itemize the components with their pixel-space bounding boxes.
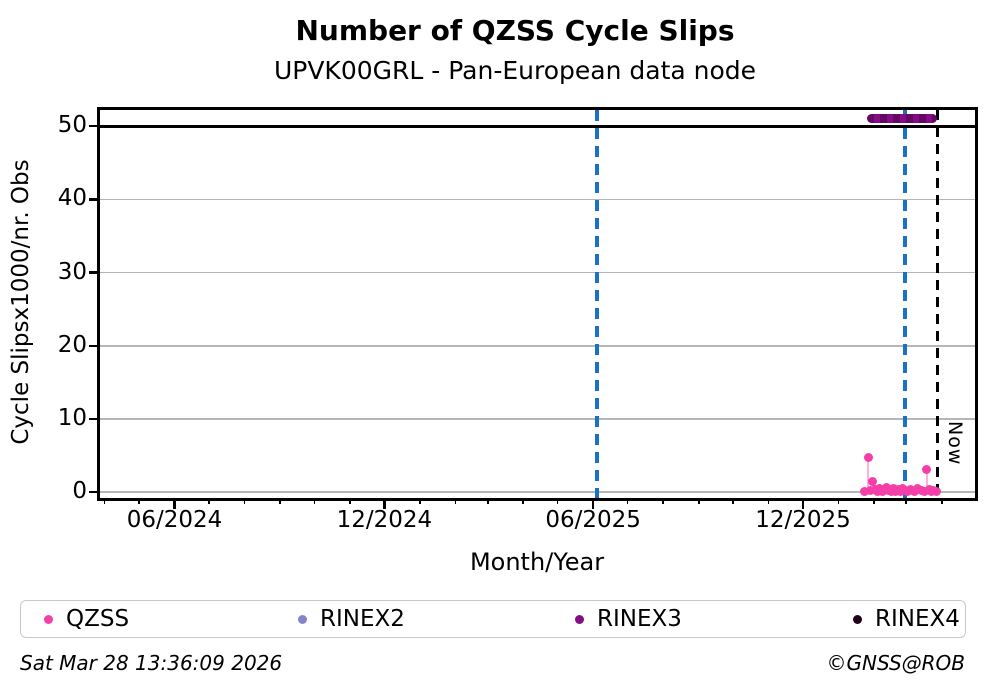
- y-tick: [89, 124, 100, 128]
- qzss-point: [860, 486, 870, 496]
- x-tick-minor: [837, 498, 840, 504]
- copyright: ©GNSS@ROB: [826, 651, 966, 675]
- x-tick-minor: [313, 498, 316, 504]
- qzss-point: [931, 486, 941, 496]
- x-tick-minor: [103, 498, 106, 504]
- now-line: [935, 110, 939, 498]
- y-tick: [89, 344, 100, 348]
- y-tick-label: 20: [57, 331, 87, 358]
- x-tick-minor: [697, 498, 700, 504]
- gridline: [100, 271, 975, 274]
- x-tick-minor: [243, 498, 246, 504]
- x-tick-minor: [767, 498, 770, 504]
- qzss-point: [922, 464, 932, 474]
- legend-box: QZSS RINEX2 RINEX3 RINEX4: [20, 600, 966, 638]
- y-tick-label: 50: [57, 112, 87, 139]
- x-tick-minor: [349, 498, 351, 504]
- chart-title: Number of QZSS Cycle Slips: [295, 14, 735, 47]
- x-tick-minor: [419, 498, 421, 504]
- y-tick: [89, 490, 100, 494]
- plot-frame: [97, 107, 978, 501]
- marker-vline: [594, 110, 599, 498]
- x-tick-minor: [279, 498, 281, 504]
- gridline: [100, 418, 975, 420]
- gridline: [100, 491, 975, 493]
- y-tick-label: 10: [57, 404, 87, 431]
- x-tick-minor: [138, 498, 140, 504]
- x-tick-minor: [454, 498, 457, 504]
- x-tick-label: 12/2025: [755, 507, 851, 533]
- x-tick-major: [801, 498, 805, 509]
- legend-label: QZSS: [66, 606, 130, 632]
- rinex3-clipped-band: [867, 113, 938, 123]
- now-label: Now: [944, 420, 967, 466]
- rinex4-marker-icon: [853, 614, 862, 624]
- qzss-point: [866, 486, 876, 496]
- x-tick-minor: [556, 498, 559, 504]
- clip-threshold-line: [100, 124, 975, 128]
- x-tick-minor: [662, 498, 664, 504]
- x-tick-major: [383, 498, 386, 509]
- x-tick-major: [591, 498, 595, 509]
- y-axis-label: Cycle Slipsx1000/nr. Obs: [8, 159, 34, 445]
- y-tick: [89, 271, 100, 274]
- marker-vline: [903, 110, 908, 498]
- rinex2-marker-icon: [298, 614, 307, 624]
- x-tick-minor: [486, 498, 489, 504]
- qzss-marker-icon: [44, 614, 53, 624]
- legend-label: RINEX4: [875, 606, 960, 632]
- qzss-stem: [925, 469, 928, 493]
- y-tick-label: 40: [57, 185, 87, 212]
- x-tick-minor: [522, 498, 525, 504]
- y-tick-label: 30: [57, 258, 87, 285]
- legend-entry-qzss: QZSS: [44, 606, 129, 632]
- chart-subtitle: UPVK00GRL - Pan-European data node: [273, 56, 757, 85]
- x-tick-minor: [905, 498, 908, 504]
- y-tick: [89, 198, 100, 201]
- qzss-point: [863, 452, 873, 462]
- y-tick: [89, 417, 100, 421]
- y-tick-label: 0: [72, 478, 87, 505]
- legend-entry-rinex3: RINEX3: [575, 606, 682, 632]
- legend-label: RINEX3: [597, 606, 682, 632]
- qzss-stem: [867, 457, 870, 493]
- x-tick-label: 06/2024: [126, 507, 223, 533]
- gridline: [100, 344, 975, 347]
- legend-entry-rinex2: RINEX2: [298, 606, 405, 632]
- plot-area: Now: [97, 107, 978, 501]
- qzss-point: [868, 477, 878, 487]
- gridline: [100, 198, 975, 201]
- qzss-point: [920, 486, 930, 496]
- x-tick-label: 12/2024: [336, 507, 433, 533]
- x-tick-minor: [208, 498, 210, 504]
- rinex3-marker-icon: [575, 614, 584, 624]
- x-tick-minor: [732, 498, 734, 504]
- x-tick-label: 06/2025: [545, 507, 641, 533]
- x-tick-minor: [626, 498, 629, 504]
- legend-entry-rinex4: RINEX4: [853, 606, 960, 632]
- legend-label: RINEX2: [320, 606, 405, 632]
- x-tick-minor: [940, 498, 943, 504]
- plot-timestamp: Sat Mar 28 13:36:09 2026: [20, 651, 283, 675]
- x-axis-label: Month/Year: [469, 548, 605, 576]
- x-tick-major: [173, 498, 176, 509]
- x-tick-minor: [873, 498, 875, 504]
